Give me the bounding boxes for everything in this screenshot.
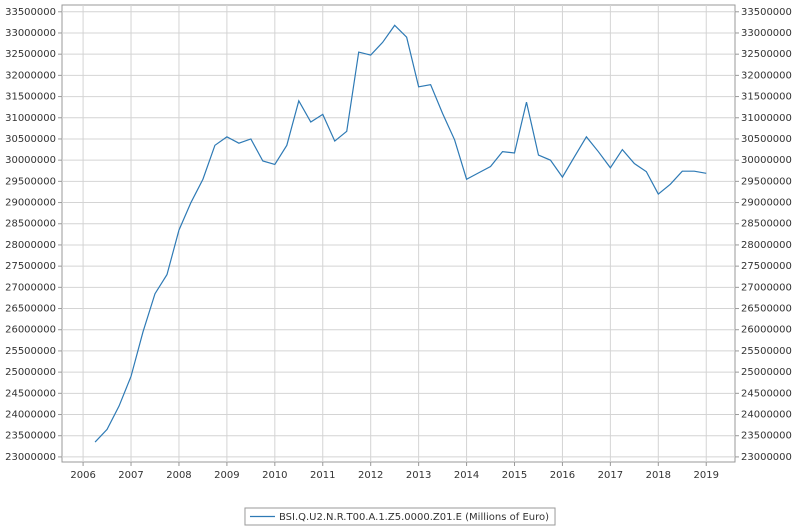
- y2-tick-label: 29500000: [741, 176, 792, 187]
- y-tick-label: 30000000: [5, 155, 56, 166]
- y-tick-label: 29500000: [5, 176, 56, 187]
- y2-tick-label: 30000000: [741, 155, 792, 166]
- legend-label: BSI.Q.U2.N.R.T00.A.1.Z5.0000.Z01.E (Mill…: [279, 512, 549, 523]
- x-tick-label: 2009: [214, 470, 239, 481]
- y-tick-label: 24500000: [5, 388, 56, 399]
- legend-box: [244, 507, 556, 526]
- x-tick-label: 2012: [358, 470, 383, 481]
- y-tick-label: 28500000: [5, 219, 56, 230]
- y-tick-label: 25000000: [5, 367, 56, 378]
- y2-tick-label: 31000000: [741, 113, 792, 124]
- y2-tick-label: 30500000: [741, 134, 792, 145]
- y-tick-label: 27000000: [5, 282, 56, 293]
- plot-area: [61, 4, 736, 463]
- x-tick-label: 2011: [310, 470, 335, 481]
- y-tick-label: 23500000: [5, 431, 56, 442]
- y2-tick-label: 27000000: [741, 282, 792, 293]
- y-tick-label: 29000000: [5, 198, 56, 209]
- y2-tick-label: 32500000: [741, 49, 792, 60]
- y-tick-label: 33500000: [5, 7, 56, 18]
- y-tick-label: 30500000: [5, 134, 56, 145]
- y-tick-label: 32000000: [5, 70, 56, 81]
- x-tick-label: 2015: [502, 470, 527, 481]
- y-tick-label: 25500000: [5, 346, 56, 357]
- x-tick-label: 2007: [118, 470, 143, 481]
- y-tick-label: 24000000: [5, 410, 56, 421]
- y2-tick-label: 25500000: [741, 346, 792, 357]
- y2-tick-label: 29000000: [741, 198, 792, 209]
- y2-tick-label: 33000000: [741, 28, 792, 39]
- y2-tick-label: 25000000: [741, 367, 792, 378]
- x-tick-label: 2017: [598, 470, 623, 481]
- y-tick-label: 31500000: [5, 92, 56, 103]
- x-tick-label: 2008: [166, 470, 191, 481]
- y2-tick-label: 26500000: [741, 304, 792, 315]
- y2-tick-label: 23500000: [741, 431, 792, 442]
- y-tick-label: 26000000: [5, 325, 56, 336]
- x-tick-label: 2016: [550, 470, 575, 481]
- y2-tick-label: 27500000: [741, 261, 792, 272]
- y-tick-label: 33000000: [5, 28, 56, 39]
- y2-tick-label: 26000000: [741, 325, 792, 336]
- y-tick-label: 31000000: [5, 113, 56, 124]
- y2-tick-label: 28000000: [741, 240, 792, 251]
- y-tick-label: 23000000: [5, 452, 56, 463]
- y-tick-label: 28000000: [5, 240, 56, 251]
- y2-tick-label: 24000000: [741, 410, 792, 421]
- y2-tick-label: 31500000: [741, 92, 792, 103]
- x-tick-label: 2014: [454, 470, 479, 481]
- x-tick-label: 2013: [406, 470, 431, 481]
- y2-tick-label: 24500000: [741, 388, 792, 399]
- y2-tick-label: 28500000: [741, 219, 792, 230]
- data-line: [94, 24, 707, 443]
- x-tick-label: 2019: [694, 470, 719, 481]
- y2-tick-label: 32000000: [741, 70, 792, 81]
- y2-tick-label: 23000000: [741, 452, 792, 463]
- y-tick-label: 27500000: [5, 261, 56, 272]
- y2-tick-label: 33500000: [741, 7, 792, 18]
- x-tick-label: 2010: [262, 470, 287, 481]
- y-tick-label: 26500000: [5, 304, 56, 315]
- x-tick-label: 2018: [646, 470, 671, 481]
- y-tick-label: 32500000: [5, 49, 56, 60]
- x-tick-label: 2006: [70, 470, 95, 481]
